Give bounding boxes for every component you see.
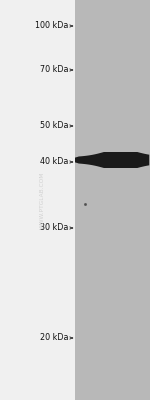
Text: 30 kDa: 30 kDa xyxy=(40,224,68,232)
Text: 70 kDa: 70 kDa xyxy=(40,66,68,74)
Text: 100 kDa: 100 kDa xyxy=(35,22,68,30)
Text: 20 kDa: 20 kDa xyxy=(40,334,68,342)
Text: 40 kDa: 40 kDa xyxy=(40,158,68,166)
Polygon shape xyxy=(75,152,149,168)
Text: WWW.PTGLAB.COM: WWW.PTGLAB.COM xyxy=(39,171,45,229)
Text: 50 kDa: 50 kDa xyxy=(40,122,68,130)
Bar xyxy=(75,0,150,400)
